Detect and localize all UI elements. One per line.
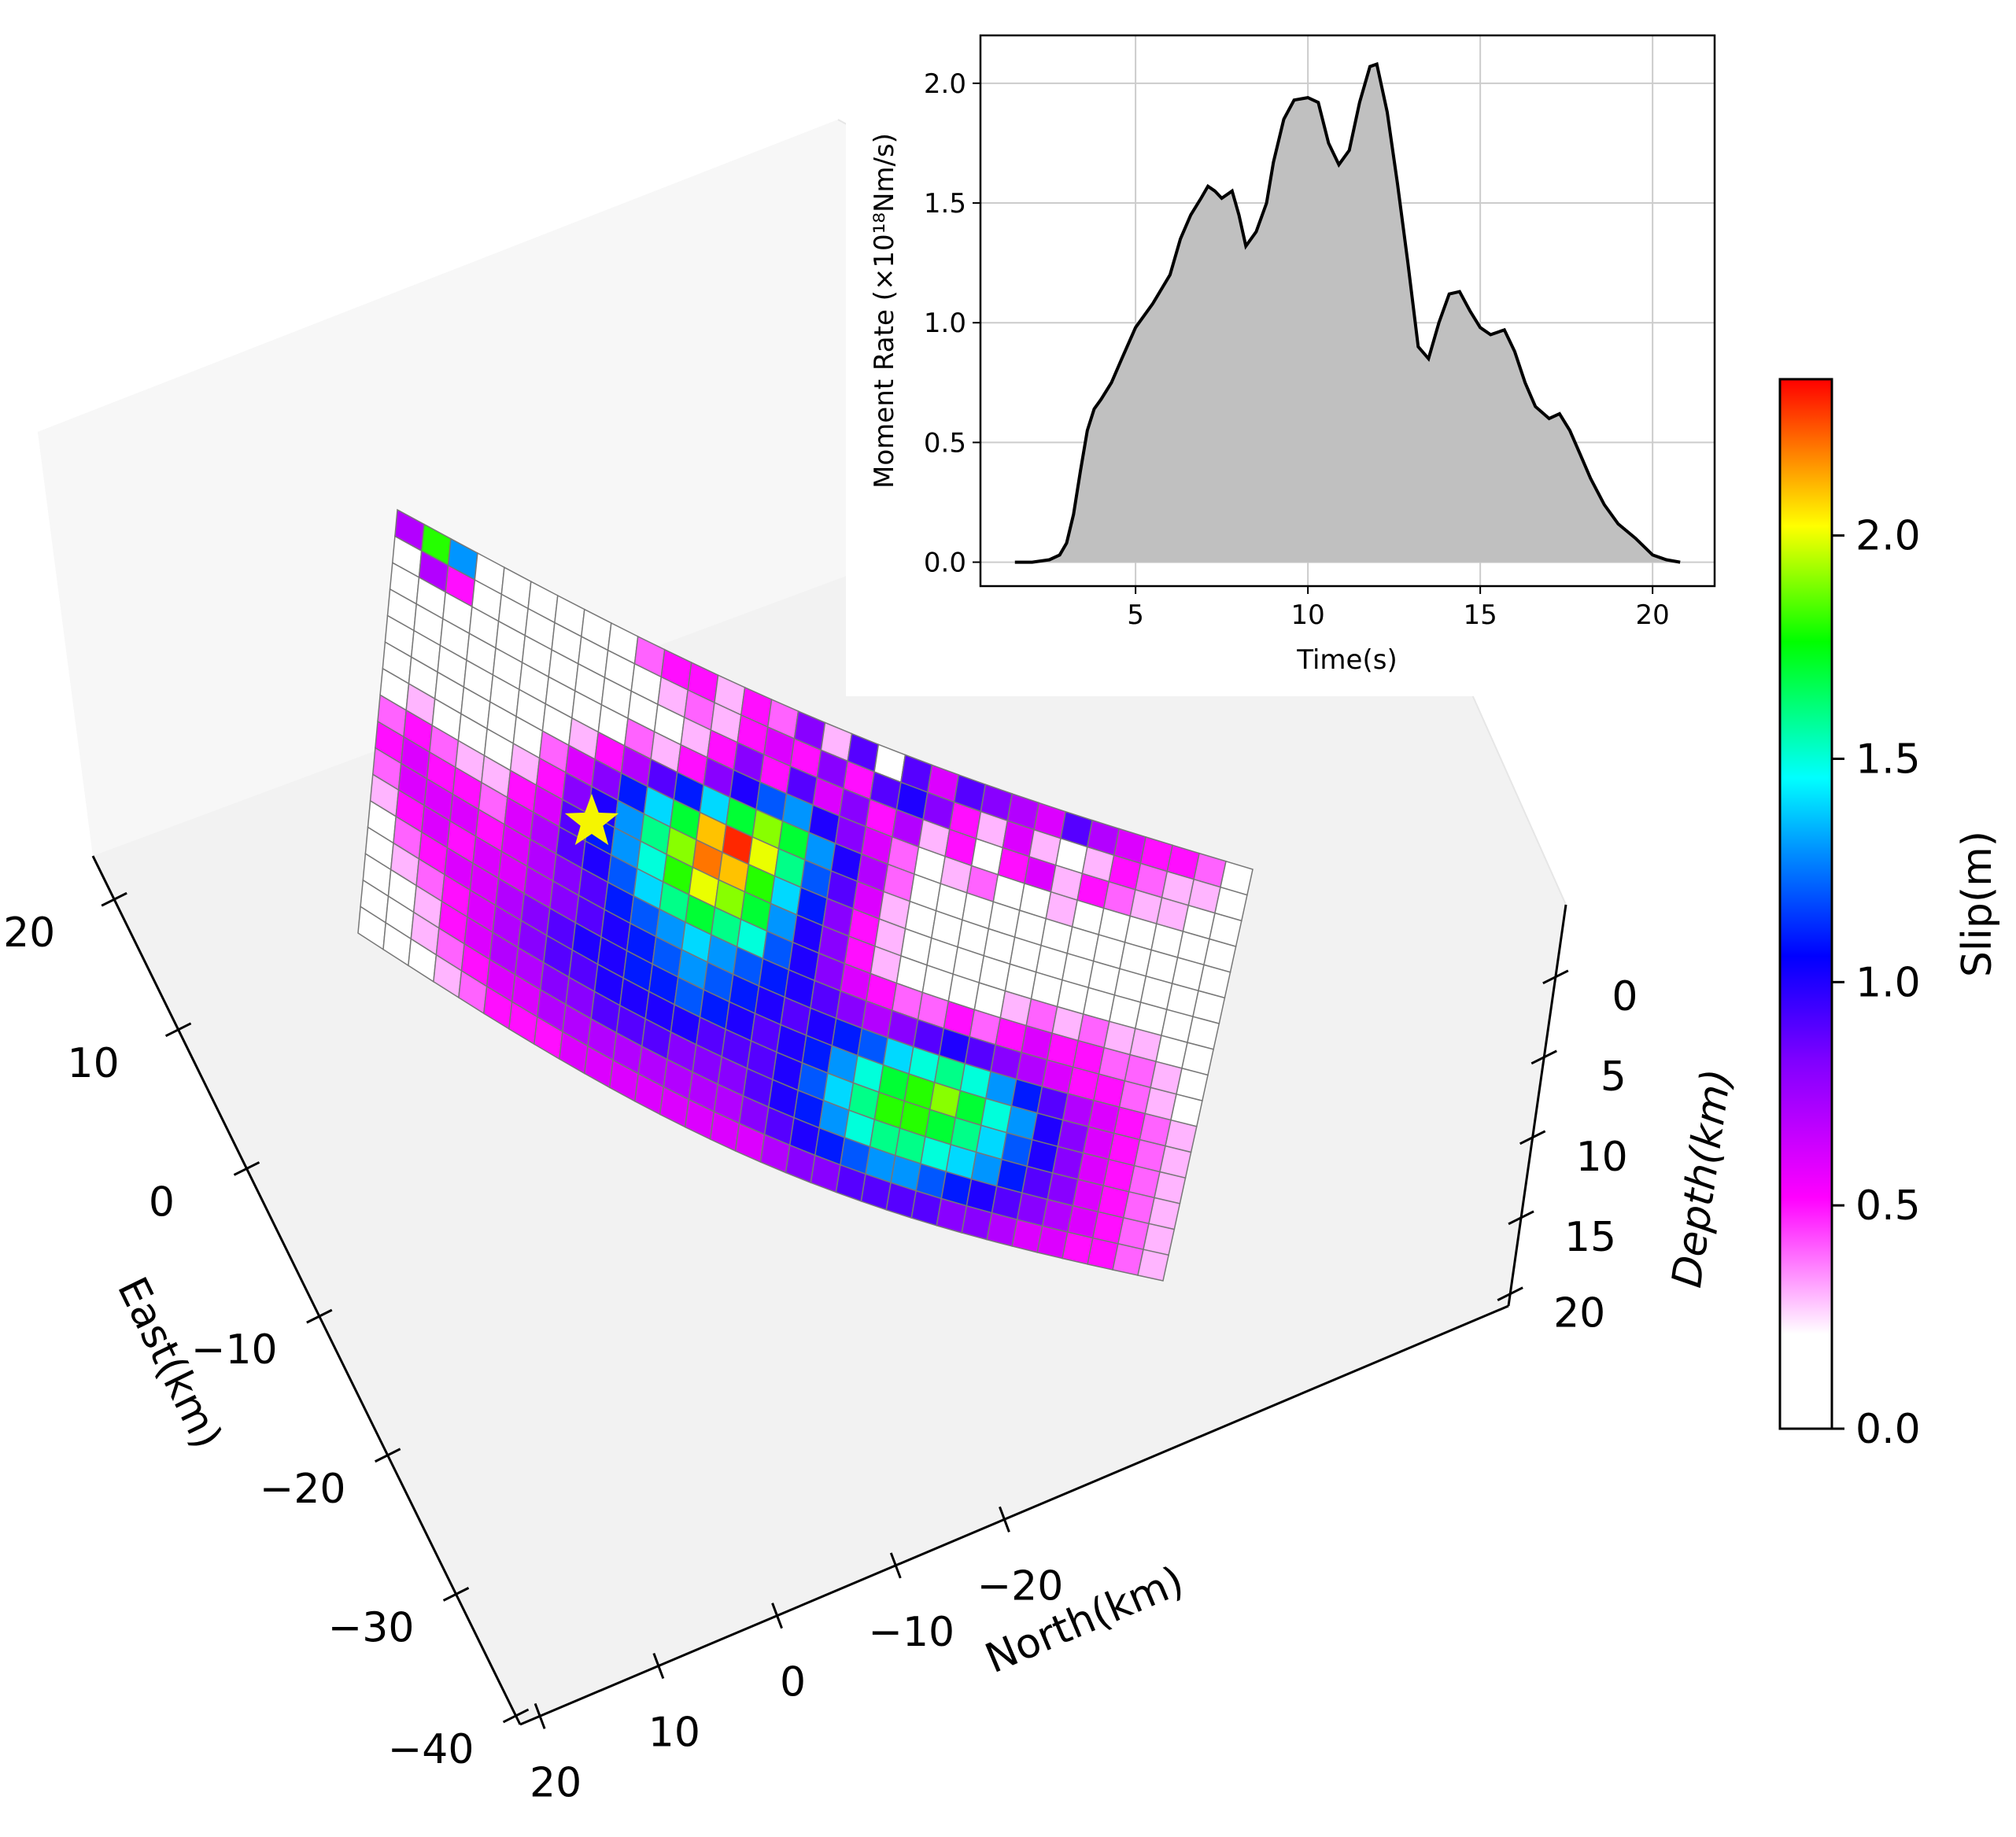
east-axis-ticks: 20 10 0 −10 −20 −30 −40 bbox=[3, 891, 530, 1773]
inset-ticks: 5 10 15 20 0.0 0.5 1.0 1.5 2.0 bbox=[924, 68, 1670, 631]
colorbar-tick-label: 1.5 bbox=[1855, 736, 1921, 784]
north-axis-tick-label: 0 bbox=[780, 1659, 806, 1706]
inset-y-tick-label: 1.5 bbox=[924, 188, 966, 219]
north-axis-tick-label: 10 bbox=[648, 1710, 700, 1757]
east-axis-tick-label: 0 bbox=[149, 1179, 175, 1226]
east-axis-tick-label: 20 bbox=[3, 909, 55, 957]
depth-axis-ticks: 0 5 10 15 20 bbox=[1497, 969, 1638, 1337]
north-axis-tick-label: −20 bbox=[977, 1562, 1064, 1610]
colorbar-tick-label: 1.0 bbox=[1855, 959, 1921, 1006]
depth-axis-tick-label: 5 bbox=[1601, 1053, 1626, 1101]
depth-axis-label: Depth(km) bbox=[1663, 1066, 1741, 1290]
colorbar-tick-label: 0.0 bbox=[1855, 1406, 1921, 1453]
depth-axis-tick bbox=[1497, 1286, 1523, 1302]
north-axis-tick bbox=[771, 1603, 783, 1629]
colorbar-gradient bbox=[1778, 378, 1833, 1430]
north-axis-tick bbox=[534, 1702, 546, 1729]
hypocenter-star-icon bbox=[564, 794, 619, 846]
east-axis-tick bbox=[306, 1308, 333, 1324]
east-axis-tick bbox=[442, 1587, 470, 1602]
depth-axis-tick-label: 20 bbox=[1553, 1290, 1605, 1337]
moment-rate-inset: 5 10 15 20 0.0 0.5 1.0 1.5 2.0 Time(s) Moment Ra… bbox=[846, 0, 1716, 696]
colorbar-label: Slip(m) bbox=[1954, 831, 2001, 977]
inset-y-tick-label: 1.0 bbox=[924, 308, 966, 339]
east-axis-tick bbox=[502, 1708, 530, 1724]
depth-axis-line bbox=[1507, 904, 1567, 1307]
inset-y-axis-label: Moment Rate (×10¹⁸Nm/s) bbox=[869, 133, 900, 489]
north-axis-line bbox=[519, 1304, 1509, 1726]
east-axis-tick-label: 10 bbox=[68, 1040, 120, 1087]
inset-x-tick-label: 15 bbox=[1464, 599, 1497, 631]
depth-axis-tick bbox=[1530, 1049, 1557, 1065]
inset-x-tick-label: 20 bbox=[1636, 599, 1670, 631]
inset-x-axis-label: Time(s) bbox=[1296, 644, 1397, 676]
north-axis-ticks: 20 10 0 −10 −20 bbox=[530, 1506, 1064, 1806]
east-axis-tick-label: −40 bbox=[388, 1726, 474, 1773]
depth-axis-tick-label: 0 bbox=[1612, 973, 1638, 1020]
colorbar-ticks: 0.0 0.5 1.0 1.5 2.0 bbox=[1832, 513, 1921, 1453]
east-axis-tick bbox=[233, 1161, 260, 1176]
east-axis-tick-label: −30 bbox=[328, 1604, 415, 1651]
east-axis-tick-label: −10 bbox=[191, 1326, 278, 1374]
inset-y-tick-label: 2.0 bbox=[924, 68, 966, 100]
depth-axis-tick bbox=[1542, 969, 1569, 985]
slip-cell bbox=[1137, 1249, 1169, 1282]
east-axis-tick bbox=[101, 891, 127, 907]
colorbar-tick-label: 0.5 bbox=[1855, 1182, 1921, 1230]
depth-axis-tick-label: 15 bbox=[1564, 1214, 1616, 1261]
colorbar-tick-label: 2.0 bbox=[1855, 513, 1921, 560]
north-axis-tick bbox=[652, 1652, 665, 1680]
depth-axis-tick bbox=[1508, 1210, 1534, 1226]
depth-axis-tick-label: 10 bbox=[1576, 1134, 1628, 1181]
north-axis-tick bbox=[999, 1506, 1010, 1533]
inset-x-tick-label: 5 bbox=[1127, 599, 1144, 631]
fault-slip-grid bbox=[357, 508, 1254, 1282]
east-axis-tick bbox=[164, 1022, 192, 1038]
east-axis-tick bbox=[374, 1448, 401, 1463]
north-axis-tick-label: −10 bbox=[868, 1609, 954, 1656]
east-axis-line bbox=[91, 855, 522, 1725]
inset-y-tick-label: 0.0 bbox=[924, 548, 966, 579]
inset-x-tick-label: 10 bbox=[1290, 599, 1324, 631]
moment-rate-area bbox=[1014, 64, 1681, 563]
depth-axis-tick bbox=[1519, 1130, 1546, 1145]
moment-rate-line bbox=[1014, 61, 1681, 564]
east-axis-tick-label: −20 bbox=[260, 1466, 346, 1513]
inset-y-tick-label: 0.5 bbox=[924, 427, 966, 459]
inset-plot-frame bbox=[979, 34, 1716, 588]
north-axis-tick-label: 20 bbox=[530, 1759, 582, 1806]
colorbar: 0.0 0.5 1.0 1.5 2.0 Slip(m) bbox=[1778, 378, 2001, 1453]
north-axis-tick bbox=[889, 1552, 902, 1579]
